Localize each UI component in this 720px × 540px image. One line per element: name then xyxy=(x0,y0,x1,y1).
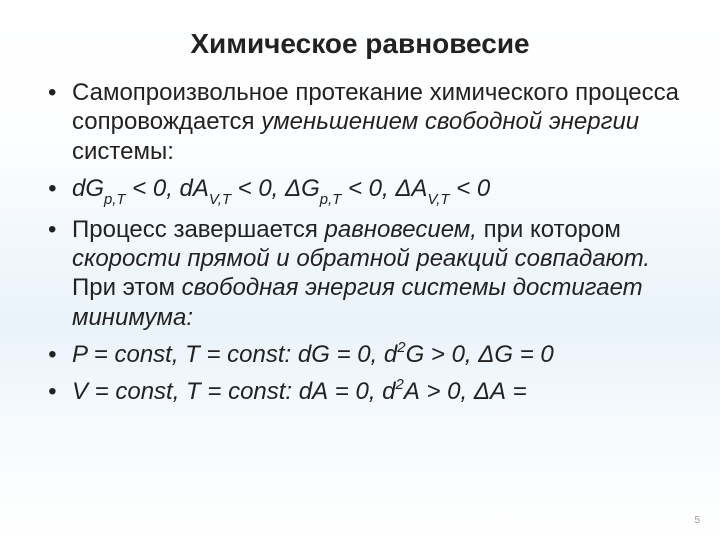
bullet-2-G2: G xyxy=(301,175,320,202)
bullet-4-pre: P = const, T = const: dG = 0, d xyxy=(72,341,397,368)
bullet-2-sub3: p,T xyxy=(320,192,342,208)
bullet-2-end: < 0 xyxy=(449,175,490,202)
bullet-2-mid1: < 0, d xyxy=(126,175,193,202)
slide: Химическое равновесие Самопроизвольное п… xyxy=(0,0,720,540)
bullet-3-em2: скорости прямой и обратной реакций совпа… xyxy=(72,245,650,272)
bullet-1: Самопроизвольное протекание химического … xyxy=(68,78,680,166)
bullet-2-A1: А xyxy=(193,175,209,202)
bullet-3-em1: равновесием, xyxy=(325,216,477,243)
bullet-5-A2: А xyxy=(404,378,420,405)
bullet-2-sub2: V,T xyxy=(209,192,231,208)
bullet-5-sup: 2 xyxy=(396,377,404,393)
bullet-2-sub1: p,T xyxy=(104,192,126,208)
bullet-2-mid2: < 0, Δ xyxy=(231,175,301,202)
bullet-3-mid1: при котором xyxy=(477,216,621,243)
bullet-5-A1: А xyxy=(312,378,328,405)
bullet-2: dGp,T < 0, dАV,T < 0, ΔGp,T < 0, ΔАV,T <… xyxy=(68,174,680,207)
bullet-5: V = const, T = const: dА = 0, d2А > 0, Δ… xyxy=(68,377,680,406)
bullet-4-sup: 2 xyxy=(397,340,405,356)
bullet-4: P = const, T = const: dG = 0, d2G > 0, Δ… xyxy=(68,340,680,369)
bullet-5-mid2: > 0, Δ xyxy=(420,378,490,405)
bullet-4-em: ΔG = 0 xyxy=(478,341,553,368)
bullet-4-mid: G > 0, xyxy=(406,341,479,368)
bullet-3: Процесс завершается равновесием, при кот… xyxy=(68,215,680,332)
bullet-2-dG: dG xyxy=(72,175,104,202)
bullet-2-sub4: V,T xyxy=(427,192,449,208)
bullet-1-text-em: уменьшением свободной энергии xyxy=(261,108,639,135)
bullet-list: Самопроизвольное протекание химического … xyxy=(40,78,680,406)
page-number: 5 xyxy=(694,515,700,526)
bullet-5-end: = xyxy=(506,378,527,405)
bullet-3-pre: Процесс завершается xyxy=(72,216,325,243)
bullet-5-A3: А xyxy=(490,378,506,405)
title: Химическое равновесие xyxy=(40,28,680,60)
bullet-2-A2: А xyxy=(411,175,427,202)
bullet-2-mid3: < 0, Δ xyxy=(341,175,411,202)
bullet-5-pre: V = const, T = const: d xyxy=(72,378,312,405)
bullet-5-mid1: = 0, d xyxy=(328,378,395,405)
bullet-1-text-post: системы: xyxy=(72,138,174,165)
bullet-3-mid2: При этом xyxy=(72,274,182,301)
